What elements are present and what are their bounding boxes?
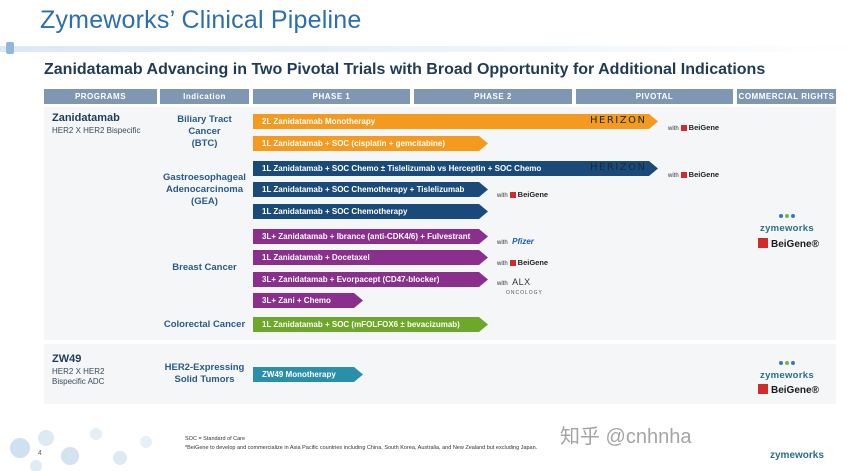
rights-beigene: BeiGene® [758, 380, 819, 398]
indication-line: Gastroesophageal [163, 172, 246, 183]
program-zw49: ZW49 HER2 X HER2 Bispecific ADC [52, 353, 157, 387]
program-name: ZW49 [52, 353, 82, 365]
header-pivotal: PIVOTAL [576, 89, 733, 104]
beigene-icon [680, 172, 687, 178]
partner-name: ALX [512, 277, 531, 287]
trial-bar: 3L+ Zanidatamab + Evorpacept (CD47-block… [253, 272, 488, 287]
beigene-icon [680, 125, 687, 131]
program-zanidatamab: Zanidatamab HER2 X HER2 Bispecific [52, 112, 157, 136]
program-description-line2: Bispecific ADC [52, 377, 105, 386]
trial-bar: ZW49 Monotherapy [253, 367, 363, 382]
indication-line: Biliary Tract [177, 114, 232, 125]
partner-name: BeiGene [517, 190, 549, 199]
indication-line: Adenocarcinoma [165, 184, 244, 195]
with-label: with [668, 126, 679, 132]
trial-bar: 3L+ Zanidatamab + Ibrance (anti-CDK4/6) … [253, 229, 488, 244]
partner-beigene: with BeiGene [497, 252, 548, 270]
trial-bar: 1L Zanidatamab + SOC Chemotherapy + Tisl… [253, 182, 488, 197]
zymeworks-logo-icon [752, 205, 822, 223]
indication-line: (GEA) [191, 196, 218, 207]
trial-bar: 1L Zanidatamab + SOC (cisplatin + gemcit… [253, 136, 488, 151]
page-number: 4 [38, 450, 42, 457]
zymeworks-logo-text: zymeworks [760, 223, 814, 234]
beigene-icon [509, 260, 516, 266]
trial-bar: 1L Zanidatamab + SOC Chemo ± Tislelizuma… [253, 161, 658, 176]
indication-her2-solid-tumors: HER2-Expressing Solid Tumors [160, 362, 249, 386]
indication-breast: Breast Cancer [160, 262, 249, 274]
page-title: Zymeworks’ Clinical Pipeline [40, 6, 362, 34]
zymeworks-logo-icon [752, 352, 822, 370]
beigene-logo-icon [758, 238, 768, 248]
partner-beigene: with BeiGene [668, 117, 719, 135]
header-indication: Indication [160, 89, 249, 104]
header-programs: PROGRAMS [44, 89, 157, 104]
indication-line: (BTC) [191, 138, 218, 149]
watermark: 知乎 @cnhnha [560, 426, 692, 448]
footnote-beigene: *BeiGene to develop and commercialize in… [185, 445, 538, 451]
partner-beigene: with BeiGene [497, 184, 548, 202]
program-name: Zanidatamab [52, 112, 120, 124]
with-label: with [497, 281, 508, 287]
indication-colorectal: Colorectal Cancer [158, 319, 251, 331]
with-label: with [497, 261, 508, 267]
partner-beigene: with BeiGene [668, 164, 719, 182]
program-description-line1: HER2 X HER2 [52, 367, 105, 376]
rights-zymeworks: zymeworks [752, 205, 822, 234]
title-underline [0, 42, 865, 54]
beigene-logo-icon [758, 384, 768, 394]
herizon-logo: HERIZON [590, 162, 647, 173]
partner-alx: with ALX ONCOLOGY [497, 272, 543, 296]
partner-pfizer: with Pfizer [497, 231, 534, 249]
slide-subtitle: Zanidatamab Advancing in Two Pivotal Tri… [44, 61, 766, 78]
indication-line: Solid Tumors [174, 374, 235, 385]
indication-btc: Biliary Tract Cancer (BTC) [160, 114, 249, 150]
beigene-logo-text: BeiGene® [771, 385, 819, 396]
beigene-logo-text: BeiGene® [771, 239, 819, 250]
title-marker [6, 42, 14, 54]
partner-subname: ONCOLOGY [506, 290, 543, 296]
rights-zymeworks: zymeworks [752, 352, 822, 381]
footnote-soc: SOC = Standard of Care [185, 436, 246, 442]
trial-bar: 1L Zanidatamab + SOC (mFOLFOX6 ± bevaciz… [253, 317, 488, 332]
indication-line: Cancer [188, 126, 221, 137]
indication-line: HER2-Expressing [164, 362, 245, 373]
with-label: with [668, 173, 679, 179]
partner-name: BeiGene [517, 258, 549, 267]
zymeworks-logo-text: zymeworks [760, 370, 814, 381]
indication-gea: Gastroesophageal Adenocarcinoma (GEA) [155, 172, 254, 208]
trial-bar: 1L Zanidatamab + SOC Chemotherapy [253, 204, 488, 219]
with-label: with [497, 240, 508, 246]
header-phase2: PHASE 2 [414, 89, 572, 104]
indication-line: Breast Cancer [172, 262, 237, 273]
program-description: HER2 X HER2 Bispecific [52, 126, 141, 135]
indication-line: Colorectal Cancer [163, 319, 246, 330]
footer-dot-pattern [10, 428, 152, 471]
partner-name: BeiGene [688, 170, 720, 179]
header-phase1: PHASE 1 [253, 89, 410, 104]
trial-bar: 1L Zanidatamab + Docetaxel [253, 250, 488, 265]
footer-brand: zymeworks [770, 450, 824, 461]
zw49-panel [44, 344, 836, 404]
trial-bar: 2L Zanidatamab Monotherapy [253, 114, 658, 129]
partner-name: BeiGene [688, 123, 720, 132]
header-commercial-rights: COMMERCIAL RIGHTS [737, 89, 836, 104]
trial-bar: 3L+ Zani + Chemo [253, 293, 363, 308]
herizon-logo: HERIZON [590, 115, 647, 126]
with-label: with [497, 193, 508, 199]
rights-beigene: BeiGene® [758, 234, 819, 252]
partner-name: Pfizer [512, 237, 534, 246]
beigene-icon [509, 192, 516, 198]
